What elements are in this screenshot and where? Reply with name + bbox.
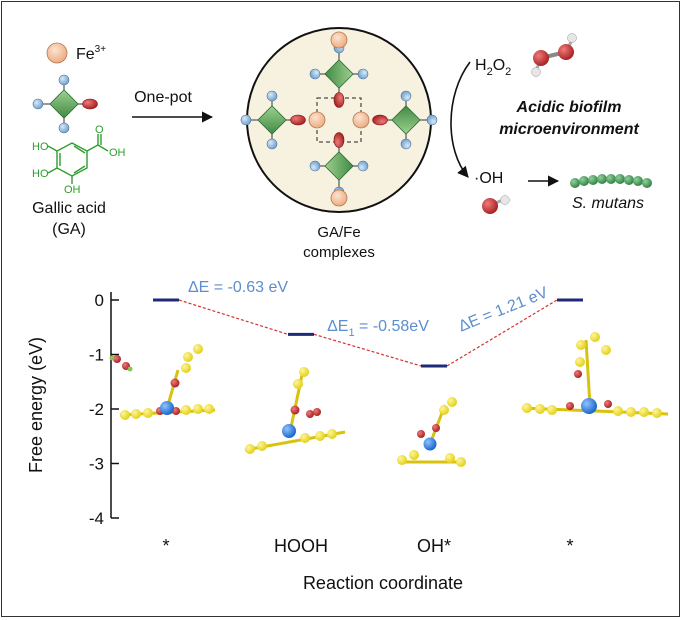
one-pot-label: One-pot bbox=[134, 89, 192, 106]
level-connector bbox=[313, 333, 422, 367]
structure-hooh-icon bbox=[244, 367, 346, 454]
y-tick-label: -2 bbox=[89, 400, 104, 419]
hydroxyl-radical-label: ·OH bbox=[474, 170, 503, 187]
hydroxyl-radical-icon bbox=[482, 195, 510, 214]
fe-ion-icon bbox=[46, 42, 68, 64]
fe-label: Fe3+ bbox=[76, 44, 106, 63]
ga-acid-oh: OH bbox=[109, 147, 126, 159]
target-label: S. mutans bbox=[572, 195, 644, 212]
ga-name: Gallic acid bbox=[32, 200, 106, 217]
environment-line-2: microenvironment bbox=[499, 121, 639, 138]
category-label: HOOH bbox=[274, 536, 328, 556]
structure-final-icon bbox=[521, 332, 669, 418]
category-label: OH* bbox=[417, 536, 451, 556]
category-label: * bbox=[566, 536, 573, 556]
conversion-arrow bbox=[450, 61, 471, 178]
y-axis-title: Free energy (eV) bbox=[26, 337, 46, 473]
energy-profile-chart: Free energy (eV) Reaction coordinate 0 -1… bbox=[26, 279, 669, 593]
delta-e-annotation: ΔE = 1.21 eV bbox=[456, 284, 551, 335]
gallic-acid-structure-icon bbox=[47, 134, 109, 184]
environment-line-1: Acidic biofilm bbox=[516, 99, 622, 116]
delta-e-annotation: ΔE = -0.63 eV bbox=[188, 279, 288, 296]
ga-unit-icon bbox=[32, 74, 99, 134]
ga-carbonyl-o: O bbox=[95, 124, 104, 136]
ga-fe-complex bbox=[240, 27, 438, 213]
h2o2-molecule-icon bbox=[531, 33, 577, 77]
x-axis-title: Reaction coordinate bbox=[303, 573, 463, 593]
level-connector bbox=[446, 299, 558, 367]
ga-abbr: (GA) bbox=[52, 221, 86, 238]
category-label: * bbox=[162, 536, 169, 556]
delta-e-annotation: ΔE1 = -0.58eV bbox=[327, 318, 429, 339]
ga-hydroxyl-3: OH bbox=[64, 184, 81, 196]
bacteria-chain-icon bbox=[570, 174, 652, 188]
product-label-1: GA/Fe bbox=[317, 224, 360, 241]
y-tick-label: -4 bbox=[89, 509, 104, 528]
legend: Fe3+ O OH HO HO OH Gallic acid (GA) bbox=[32, 42, 126, 238]
product-label-2: complexes bbox=[303, 244, 375, 261]
structure-oh-icon bbox=[397, 397, 466, 467]
y-tick-label: -3 bbox=[89, 455, 104, 474]
level-connector bbox=[178, 299, 289, 335]
structure-initial-icon bbox=[109, 344, 216, 420]
ga-hydroxyl-1: HO bbox=[32, 141, 49, 153]
h2o2-label: H2O2 bbox=[475, 57, 511, 78]
y-tick-label: 0 bbox=[95, 291, 104, 310]
ga-hydroxyl-2: HO bbox=[32, 168, 49, 180]
y-tick-label: -1 bbox=[89, 346, 104, 365]
